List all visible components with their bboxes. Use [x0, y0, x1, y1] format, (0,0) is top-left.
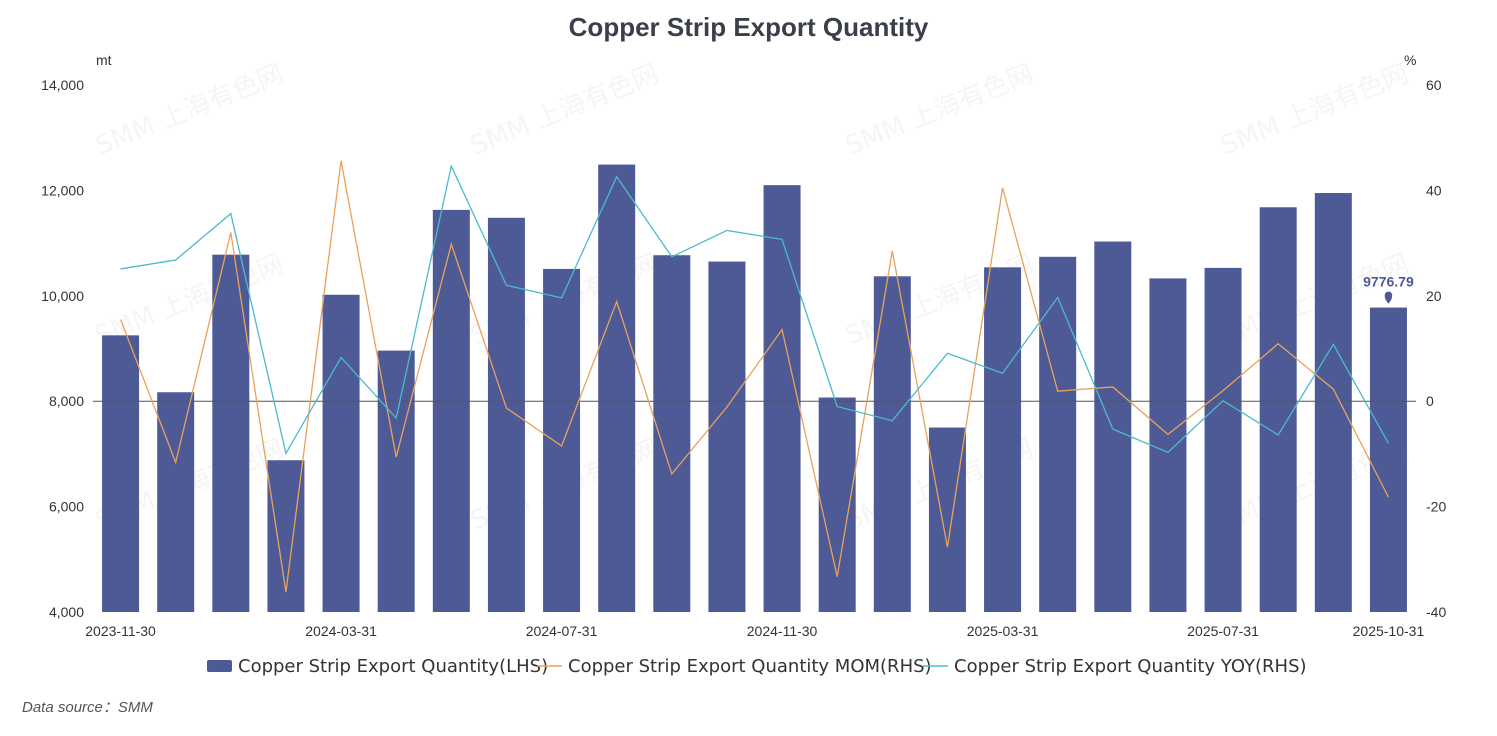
bar-series — [102, 164, 1407, 613]
right-tick-label: 0 — [1426, 393, 1434, 409]
x-tick-label: 2024-03-31 — [305, 623, 377, 639]
watermark-0: SMM 上海有色网 — [91, 59, 287, 162]
bar-11 — [708, 261, 746, 612]
data-source-note: Data source：SMM — [22, 699, 153, 716]
data-labels: 9776.79 — [1363, 274, 1414, 304]
bar-13 — [818, 397, 856, 612]
data-label-pin — [1384, 291, 1393, 304]
left-tick-label: 4,000 — [49, 604, 84, 620]
bar-15 — [928, 427, 966, 612]
left-axis-unit: mt — [96, 52, 112, 68]
bar-14 — [873, 276, 911, 612]
right-axis-unit: % — [1404, 52, 1416, 68]
right-tick-label: -40 — [1426, 604, 1446, 620]
chart-title: Copper Strip Export Quantity — [568, 12, 929, 42]
bar-3 — [267, 460, 305, 612]
right-tick-label: 40 — [1426, 182, 1442, 198]
x-tick-label: 2023-11-30 — [85, 623, 156, 639]
right-axis: -40 -20 0 20 40 60% — [1404, 52, 1446, 620]
chart-canvas: SMM 上海有色网 SMM 上海有色网 SMM 上海有色网 SMM 上海有色网SMM … — [41, 52, 1446, 677]
legend: Copper Strip Export Quantity(LHS) Copper … — [207, 656, 1307, 677]
right-tick-label: -20 — [1426, 499, 1446, 515]
line-series — [119, 160, 1390, 593]
bar-9 — [598, 164, 636, 612]
bar-16 — [984, 267, 1022, 612]
left-tick-label: 12,000 — [41, 182, 84, 198]
bar-23 — [1369, 307, 1407, 612]
watermark-3: SMM 上海有色网 — [1216, 59, 1412, 162]
legend-item-label-1: Copper Strip Export Quantity MOM(RHS) — [568, 656, 932, 677]
right-tick-label: 20 — [1426, 288, 1442, 304]
left-tick-label: 8,000 — [49, 393, 84, 409]
data-label: 9776.79 — [1363, 274, 1414, 290]
bar-0 — [102, 335, 140, 612]
bar-21 — [1259, 207, 1297, 612]
bar-22 — [1314, 193, 1352, 612]
bar-1 — [157, 392, 195, 612]
x-tick-label: 2024-11-30 — [747, 623, 818, 639]
bar-8 — [543, 268, 581, 612]
bar-17 — [1039, 256, 1077, 612]
bar-19 — [1149, 278, 1187, 612]
bar-6 — [432, 209, 470, 613]
bar-4 — [322, 294, 360, 612]
left-tick-label: 14,000 — [41, 77, 84, 93]
legend-item-label-0: Copper Strip Export Quantity(LHS) — [238, 656, 548, 677]
right-tick-label: 60 — [1426, 77, 1442, 93]
x-tick-label: 2025-10-31 — [1353, 623, 1425, 639]
mom-line — [119, 160, 1390, 593]
x-axis: 2023-11-30 2024-03-31 2024-07-31 2024-11-30… — [85, 623, 1424, 639]
legend-item-label-2: Copper Strip Export Quantity YOY(RHS) — [954, 656, 1307, 677]
bar-2 — [212, 254, 250, 612]
bar-7 — [487, 217, 525, 612]
left-tick-label: 10,000 — [41, 288, 84, 304]
watermark-2: SMM 上海有色网 — [841, 59, 1037, 162]
watermark-1: SMM 上海有色网 — [466, 59, 662, 162]
bar-12 — [763, 185, 801, 612]
bar-20 — [1204, 267, 1242, 612]
left-axis: 4,000 6,000 8,000 10,000 12,000 14,000 mt — [41, 52, 111, 620]
x-tick-label: 2025-07-31 — [1187, 623, 1259, 639]
yoy-line — [120, 164, 1390, 456]
x-tick-label: 2024-07-31 — [526, 623, 598, 639]
bar-18 — [1094, 241, 1132, 613]
x-tick-label: 2025-03-31 — [967, 623, 1039, 639]
left-tick-label: 6,000 — [49, 499, 84, 515]
legend-swatch-0 — [207, 660, 232, 672]
